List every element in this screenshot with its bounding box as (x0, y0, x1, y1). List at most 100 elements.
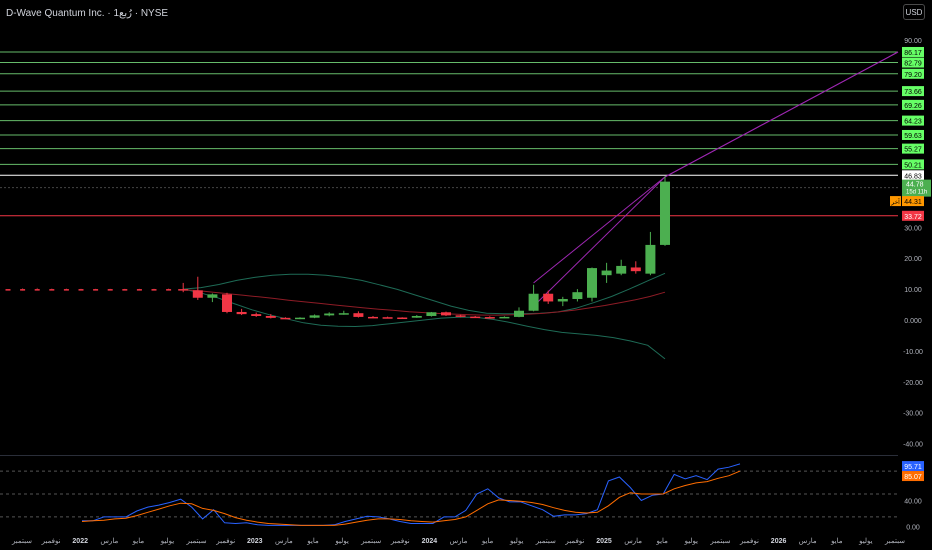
y-tick-label: -20.00 (903, 380, 923, 387)
candle-body (5, 289, 11, 291)
x-tick-label: سبتمبر (709, 538, 730, 545)
candle (192, 276, 203, 300)
x-tick-label: سبتمبر (535, 538, 556, 545)
candle-body (107, 289, 113, 291)
candle (107, 288, 113, 291)
level-tag (902, 99, 924, 110)
candle-body (324, 313, 335, 316)
candle-body (78, 289, 84, 291)
candle-body (528, 293, 539, 311)
candle (411, 315, 422, 318)
candle-body (136, 289, 142, 291)
rsi-ma-last-label: 85.07 (904, 474, 922, 481)
x-tick-label: نوفمبر (739, 538, 759, 545)
price-tags: 86.17 82.79 79.20 73.66 69.26 64.23 59.63 55.27… (890, 46, 931, 482)
level-tag (902, 86, 924, 97)
x-tick-label: 2023 (247, 538, 263, 545)
level-tag-label: 86.17 (904, 50, 922, 57)
candle (122, 288, 128, 291)
level-tag (902, 143, 924, 154)
candle (309, 314, 320, 319)
candle (484, 316, 495, 319)
lower-band (183, 288, 666, 360)
y-tick-label: -40.00 (903, 442, 923, 449)
x-tick-label: سبتمبر (11, 538, 32, 545)
x-tick-label: يوليو (160, 537, 174, 545)
candle-body (20, 289, 26, 291)
candle-body (557, 298, 568, 302)
candle (660, 176, 670, 246)
candle (441, 311, 451, 316)
x-tick-label: مارس (799, 537, 817, 545)
level-tag (902, 115, 924, 126)
candle-body (353, 313, 364, 317)
red-level-label: 33.72 (904, 214, 922, 221)
candle (616, 259, 627, 276)
candle (455, 314, 466, 318)
x-tick-label: نوفمبر (215, 538, 235, 545)
level-tag-label: 69.26 (904, 103, 922, 110)
candle-body (426, 312, 437, 316)
x-tick-label: يوليو (858, 537, 872, 545)
x-tick-label: 2026 (771, 538, 787, 545)
candle-body (309, 315, 320, 318)
y-tick-label: 90.00 (904, 38, 922, 45)
x-tick-label: مايو (132, 537, 145, 545)
countdown-label: 15d 11h (906, 190, 927, 196)
candle-body (368, 316, 378, 319)
x-tick-label: سبتمبر (186, 538, 207, 545)
x-tick-label: سبتمبر (360, 538, 381, 545)
y-tick-label: -10.00 (903, 349, 923, 356)
candle (93, 288, 99, 291)
x-tick-label: مارس (275, 537, 293, 545)
candle (5, 289, 11, 291)
x-tick-label: 2024 (422, 538, 438, 545)
y-tick-label: 30.00 (904, 225, 922, 232)
candle (20, 288, 26, 291)
candle-body (251, 314, 262, 316)
rsi-last-tag (902, 461, 924, 472)
candle (34, 287, 40, 291)
alt-price-label: 44.31 (904, 199, 922, 206)
candle-body (543, 293, 554, 302)
chart-title: D-Wave Quantum Inc. · رُبع1 · NYSE (6, 8, 169, 19)
channel-upper-line (533, 51, 899, 284)
candle (557, 296, 568, 307)
level-tag-label: 79.20 (904, 72, 922, 79)
candle (78, 288, 84, 291)
candle-body (207, 294, 218, 298)
rsi-ma-last-tag (902, 471, 924, 482)
y-tick-label: -30.00 (903, 411, 923, 418)
candle-body (151, 289, 157, 291)
candle-body (645, 244, 656, 274)
candle-body (382, 317, 393, 319)
candle-body (280, 317, 291, 320)
currency-button[interactable]: USD (903, 4, 925, 20)
level-tag (902, 68, 924, 79)
candle-body (178, 289, 189, 291)
candle-body (34, 289, 40, 291)
level-tag-label: 73.66 (904, 89, 922, 96)
candle (470, 315, 481, 319)
level-tag (902, 129, 924, 140)
level-tag-label: 50.21 (904, 162, 922, 169)
candle (368, 315, 378, 319)
candlesticks (5, 176, 670, 320)
x-tick-label: مايو (306, 537, 319, 545)
candle-body (192, 290, 203, 298)
candle (166, 288, 172, 291)
white-level-label: 46.83 (904, 173, 922, 180)
x-tick-label: يوليو (509, 537, 523, 545)
rsi-y-tick-label: 40.00 (904, 499, 922, 506)
axes: 90.0050.0040.0030.0020.0010.000.000-10.0… (11, 38, 923, 545)
candle (587, 267, 597, 302)
candle (222, 292, 232, 314)
rsi-ma-line (81, 470, 741, 526)
level-tag-label: 64.23 (904, 119, 922, 126)
x-tick-label: مايو (655, 537, 668, 545)
candle (207, 293, 218, 303)
x-tick-label: مايو (481, 537, 494, 545)
candle-body (660, 181, 670, 245)
candle-body (601, 270, 612, 276)
